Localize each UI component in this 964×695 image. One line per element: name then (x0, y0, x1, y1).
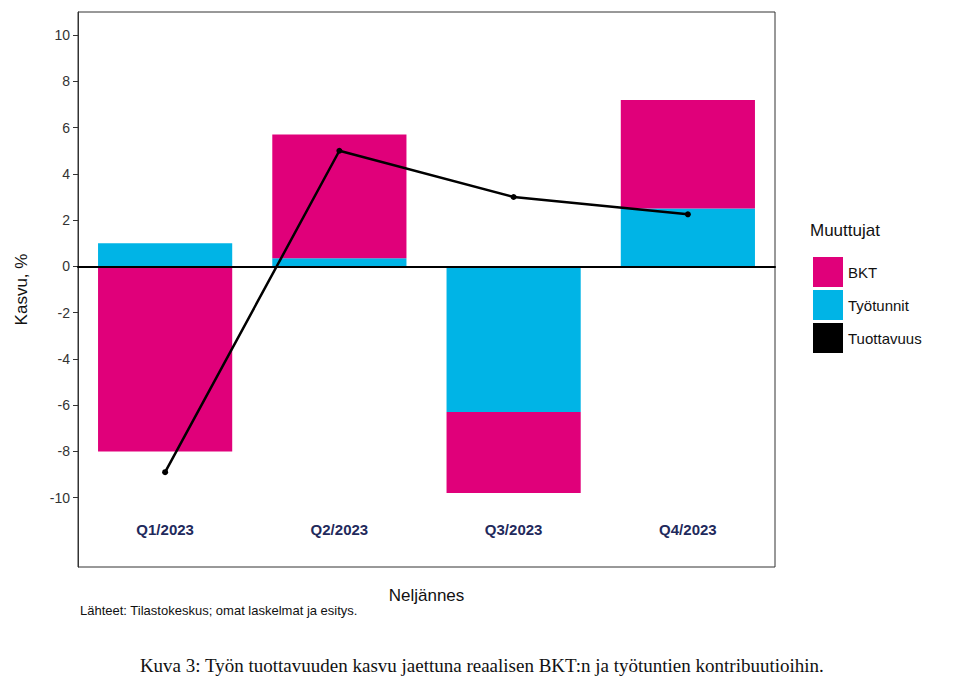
svg-text:-8: -8 (58, 443, 71, 459)
svg-text:Työtunnit: Työtunnit (848, 297, 910, 314)
svg-text:Neljännes: Neljännes (389, 586, 465, 605)
svg-text:0: 0 (62, 258, 70, 274)
svg-text:Kuva 3: Työn tuottavuuden kasv: Kuva 3: Työn tuottavuuden kasvu jaettuna… (140, 655, 824, 676)
svg-text:10: 10 (54, 27, 70, 43)
svg-text:Muuttujat: Muuttujat (810, 221, 880, 240)
svg-text:Q4/2023: Q4/2023 (659, 521, 717, 538)
svg-text:Lähteet: Tilastokeskus; omat l: Lähteet: Tilastokeskus; omat laskelmat j… (80, 603, 357, 618)
svg-text:6: 6 (62, 120, 70, 136)
svg-text:Q3/2023: Q3/2023 (485, 521, 543, 538)
svg-text:Q2/2023: Q2/2023 (311, 521, 369, 538)
svg-text:-6: -6 (58, 397, 71, 413)
svg-text:2: 2 (62, 212, 70, 228)
svg-text:Q1/2023: Q1/2023 (136, 521, 194, 538)
svg-text:Kasvu, %: Kasvu, % (12, 254, 31, 326)
svg-text:BKT: BKT (848, 264, 877, 281)
svg-text:-10: -10 (50, 490, 70, 506)
svg-text:-2: -2 (58, 305, 71, 321)
svg-text:-4: -4 (58, 351, 71, 367)
svg-text:4: 4 (62, 166, 70, 182)
svg-text:Tuottavuus: Tuottavuus (848, 330, 922, 347)
svg-text:8: 8 (62, 73, 70, 89)
